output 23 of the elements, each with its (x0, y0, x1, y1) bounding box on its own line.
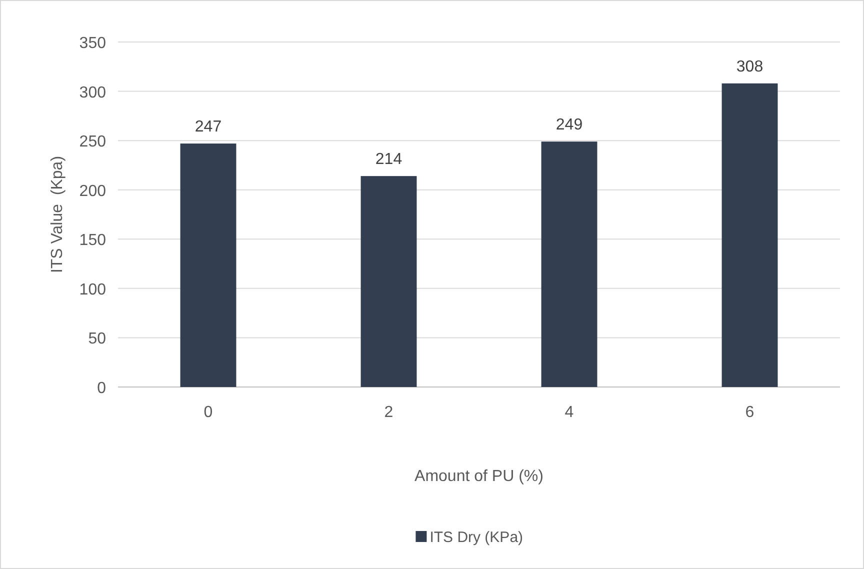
y-tick-label: 0 (97, 380, 106, 397)
y-tick-label: 50 (88, 330, 106, 348)
bar (360, 176, 417, 387)
y-tick-label: 200 (79, 182, 106, 200)
bar (180, 144, 236, 387)
x-axis-title: Amount of PU (%) (414, 468, 544, 485)
data-label: 249 (556, 116, 583, 134)
data-label: 214 (375, 151, 402, 168)
y-axis-title: ITS Value (Kpa) (49, 156, 66, 274)
y-tick-label: 350 (79, 35, 106, 52)
x-tick-label: 0 (204, 404, 213, 421)
y-tick-label: 250 (79, 134, 106, 151)
x-tick-label: 4 (564, 404, 574, 421)
y-tick-label: 300 (79, 84, 106, 102)
legend-label: ITS Dry (KPa) (430, 529, 524, 546)
data-label: 308 (736, 58, 764, 76)
x-tick-label: 6 (745, 404, 754, 421)
y-tick-label: 150 (79, 232, 106, 250)
x-tick-label: 2 (384, 404, 394, 421)
y-tick-label: 100 (79, 281, 106, 298)
bar (722, 83, 778, 387)
bar (541, 142, 598, 387)
data-label: 247 (194, 118, 222, 136)
